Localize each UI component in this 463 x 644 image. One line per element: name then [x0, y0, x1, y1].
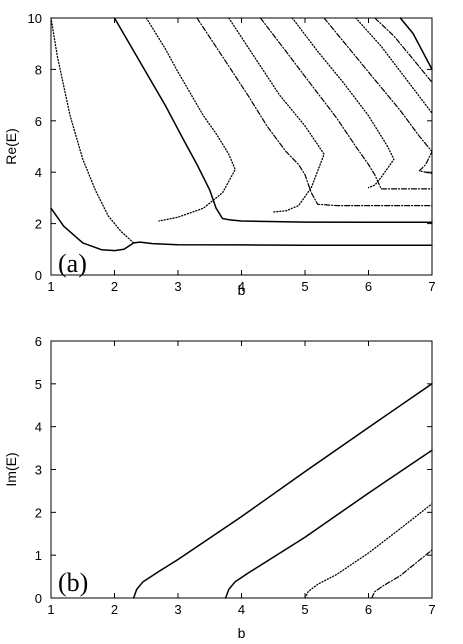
y-tick-label: 8: [35, 62, 42, 77]
y-tick-label: 5: [35, 377, 42, 392]
x-tick-label: 6: [365, 279, 372, 294]
series-line-12: [399, 17, 433, 71]
x-tick-label: 4: [238, 602, 245, 617]
panel-label: (b): [58, 568, 88, 597]
y-tick-label: 0: [35, 268, 42, 283]
x-tick-label: 5: [301, 602, 308, 617]
plot-frame: [50, 17, 433, 276]
x-tick-label: 3: [174, 279, 181, 294]
y-tick-label: 1: [35, 548, 42, 563]
x-tick-label: 4: [238, 279, 245, 294]
y-tick-label: 3: [35, 463, 42, 478]
x-tick-label: 1: [47, 279, 54, 294]
series-line-6: [228, 17, 325, 213]
y-axis-label: Re(E): [3, 128, 19, 165]
series-line-3: [113, 17, 433, 224]
y-tick-label: 2: [35, 505, 42, 520]
y-tick-label: 6: [35, 114, 42, 129]
x-tick-label: 1: [47, 602, 54, 617]
x-axis-label: b: [238, 282, 246, 298]
y-tick-label: 10: [28, 11, 42, 26]
series-line-5: [196, 17, 433, 207]
y-tick-label: 6: [35, 334, 42, 349]
y-tick-label: 0: [35, 591, 42, 606]
y-tick-label: 4: [35, 165, 42, 180]
series-line-8: [291, 17, 395, 189]
x-tick-label: 3: [174, 602, 181, 617]
y-tick-label: 2: [35, 217, 42, 232]
series-line-4: [145, 17, 236, 222]
series-line-4: [371, 549, 433, 599]
y-axis-label: Im(E): [3, 452, 19, 486]
x-tick-label: 2: [111, 279, 118, 294]
y-tick-label: 4: [35, 420, 42, 435]
x-tick-label: 2: [111, 602, 118, 617]
panel-label: (a): [58, 249, 87, 278]
series-line-2: [50, 17, 135, 244]
series-line-9: [323, 17, 433, 175]
series-line-11: [374, 17, 433, 83]
series-line-1: [50, 207, 433, 252]
x-tick-label: 6: [365, 602, 372, 617]
x-tick-label: 7: [428, 602, 435, 617]
series-line-1: [132, 383, 433, 599]
x-tick-label: 7: [428, 279, 435, 294]
panel-a: 1 2 3 4 5 6 7 0 2 4 6 8 10 b Re(E) (a): [3, 11, 436, 298]
series-line-3: [304, 503, 433, 599]
series-line-7: [259, 17, 433, 190]
series-line-2: [224, 449, 433, 599]
plot-frame: [50, 340, 433, 599]
series-line-10: [355, 17, 433, 114]
x-tick-label: 5: [301, 279, 308, 294]
x-axis-label: b: [238, 625, 246, 641]
